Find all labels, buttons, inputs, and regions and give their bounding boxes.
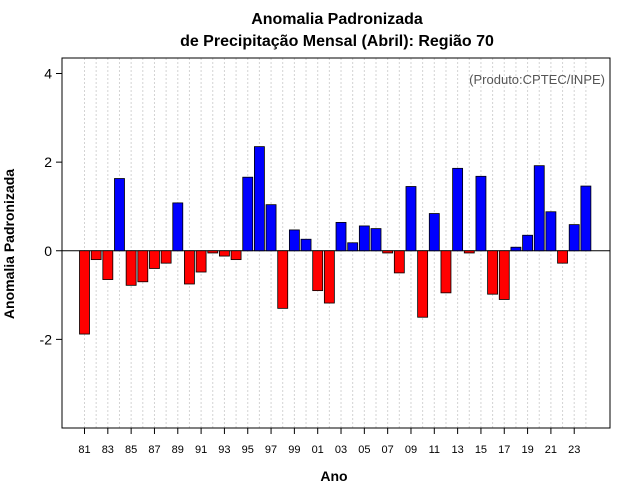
bar-92 (207, 250, 219, 254)
bar-81 (79, 250, 90, 335)
x-tick-label: 15 (475, 444, 487, 456)
x-tick-label: 89 (172, 444, 184, 456)
bar-04 (347, 242, 359, 252)
x-axis-title: Ano (320, 468, 347, 484)
x-tick-label: 85 (125, 444, 137, 456)
bar-14 (463, 250, 475, 254)
x-tick-label: 05 (358, 444, 370, 456)
bar-07 (382, 250, 394, 254)
x-tick-label: 91 (195, 444, 207, 456)
x-tick-label: 81 (78, 444, 90, 456)
bar-08 (393, 250, 405, 274)
bar-18 (510, 246, 522, 252)
y-tick-label: 4 (44, 66, 52, 82)
bar-01 (312, 250, 324, 292)
x-tick-label: 19 (521, 444, 533, 456)
bar-91 (195, 250, 207, 273)
x-tick-label: 17 (498, 444, 510, 456)
y-axis: -2 0 2 4 (40, 66, 62, 347)
x-tick-label: 93 (218, 444, 230, 456)
bar-02 (323, 250, 335, 304)
chart-title-line1: Anomalia Padronizada (251, 11, 423, 28)
chart-title-line2: de Precipitação Mensal (Abril): Região 7… (180, 33, 494, 50)
y-tick-label: 0 (44, 243, 52, 259)
bar-24 (580, 185, 592, 252)
bar-97 (265, 204, 277, 252)
y-axis-title: Anomalia Padronizada (1, 169, 17, 319)
bar-09 (405, 186, 417, 252)
x-tick-label: 87 (148, 444, 160, 456)
bar-87 (149, 250, 160, 269)
bar-85 (125, 250, 137, 286)
bar-17 (498, 250, 510, 300)
plot-frame (61, 57, 611, 429)
bar-98 (277, 250, 289, 309)
bar-89 (172, 202, 184, 252)
x-tick-label: 95 (242, 444, 254, 456)
bar-84 (114, 178, 125, 252)
bar-23 (568, 224, 580, 252)
bar-20 (533, 165, 545, 252)
x-tick-label: 07 (382, 444, 394, 456)
bar-06 (370, 228, 382, 252)
bar-16 (487, 250, 499, 295)
bar-12 (440, 250, 452, 294)
bar-13 (452, 167, 464, 252)
credit-label: (Produto:CPTEC/INPE) (469, 72, 605, 87)
y-tick-label: 2 (44, 154, 52, 170)
bar-00 (300, 238, 312, 252)
bar-10 (417, 250, 429, 318)
bar-03 (335, 221, 347, 252)
x-tick-label: 97 (265, 444, 277, 456)
bar-19 (522, 234, 533, 252)
bar-93 (219, 250, 230, 257)
bars (79, 146, 592, 335)
bar-88 (160, 250, 172, 264)
bar-94 (230, 250, 242, 261)
x-tick-label: 09 (405, 444, 417, 456)
x-tick-label: 23 (568, 444, 580, 456)
bar-22 (557, 250, 568, 264)
bar-99 (288, 229, 300, 252)
bar-96 (253, 146, 265, 252)
x-tick-label: 21 (545, 444, 557, 456)
bar-21 (545, 211, 557, 252)
x-tick-label: 83 (102, 444, 114, 456)
bar-95 (242, 176, 254, 252)
bar-82 (90, 250, 102, 261)
bar-90 (184, 250, 195, 285)
x-tick-label: 03 (335, 444, 347, 456)
x-tick-label: 13 (451, 444, 463, 456)
x-tick-label: 99 (288, 444, 300, 456)
bar-83 (102, 250, 114, 280)
x-axis: 81 83 85 87 89 91 93 95 97 99 01 03 05 07 09 11 13 15 17 19… (78, 428, 580, 456)
bar-86 (137, 250, 149, 283)
x-tick-label: 11 (429, 444, 440, 456)
y-tick-label: -2 (40, 331, 53, 347)
bar-11 (428, 213, 440, 252)
x-tick-label: 01 (312, 444, 324, 456)
bar-15 (475, 175, 487, 252)
gridlines (84, 58, 587, 428)
bar-05 (358, 225, 370, 252)
